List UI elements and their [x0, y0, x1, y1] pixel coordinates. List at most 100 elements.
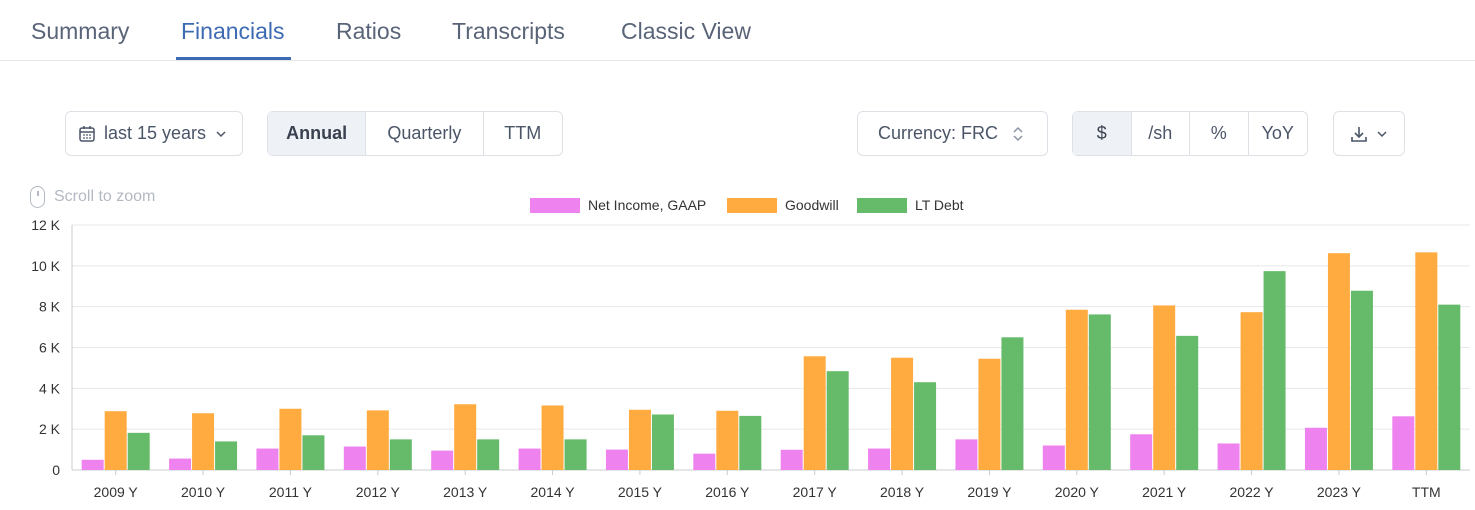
- bar: [104, 411, 127, 470]
- bar: [81, 459, 104, 470]
- x-tick-label: 2023 Y: [1317, 484, 1362, 500]
- period-selector: Annual Quarterly TTM: [267, 111, 563, 156]
- bar: [1065, 309, 1088, 470]
- download-icon: [1351, 126, 1367, 142]
- x-tick-label: 2012 Y: [356, 484, 401, 500]
- bar: [454, 404, 477, 470]
- bar: [914, 382, 937, 470]
- bar: [1304, 427, 1327, 470]
- bar: [868, 448, 891, 470]
- bar: [127, 432, 150, 470]
- bar: [389, 439, 412, 470]
- bar: [1327, 253, 1350, 470]
- x-tick-label: TTM: [1412, 484, 1441, 500]
- currency-label: Currency: FRC: [878, 123, 999, 143]
- tab-summary[interactable]: Summary: [31, 18, 130, 44]
- bar: [1350, 290, 1373, 470]
- currency-selector[interactable]: Currency: FRC: [857, 111, 1048, 156]
- period-ttm-button[interactable]: TTM: [504, 123, 542, 143]
- tab-ratios[interactable]: Ratios: [336, 18, 402, 44]
- bar: [716, 410, 739, 470]
- bar: [1263, 271, 1286, 470]
- bar: [1088, 314, 1111, 470]
- unit-dollar-button[interactable]: $: [1073, 112, 1132, 155]
- y-tick-label: 2 K: [39, 421, 61, 437]
- y-tick-label: 4 K: [39, 380, 61, 396]
- legend-swatch: [727, 198, 777, 213]
- tab-transcripts[interactable]: Transcripts: [452, 18, 565, 44]
- y-tick-label: 12 K: [31, 217, 60, 233]
- bar: [1153, 305, 1176, 470]
- bar: [955, 439, 978, 470]
- chevron-down-icon: [216, 130, 226, 137]
- unit-selector: $ /sh % YoY: [1072, 111, 1308, 156]
- bar: [302, 435, 325, 470]
- date-range-label: last 15 years: [104, 123, 207, 143]
- bar: [1415, 252, 1438, 470]
- period-quarterly-button[interactable]: Quarterly: [366, 112, 484, 155]
- y-tick-label: 0: [52, 462, 60, 478]
- unit-percent-button[interactable]: %: [1190, 112, 1249, 155]
- bar: [978, 358, 1001, 470]
- x-tick-label: 2019 Y: [967, 484, 1012, 500]
- bar: [780, 449, 803, 470]
- tab-bar: Summary Financials Ratios Transcripts Cl…: [0, 0, 1475, 61]
- legend-swatch: [530, 198, 580, 213]
- bar: [279, 408, 302, 470]
- x-tick-label: 2020 Y: [1055, 484, 1100, 500]
- mouse-icon: [30, 186, 45, 208]
- x-tick-label: 2022 Y: [1230, 484, 1275, 500]
- unit-per-share-button[interactable]: /sh: [1132, 112, 1190, 155]
- chevron-down-icon: [1377, 130, 1387, 137]
- bar: [651, 414, 674, 470]
- calendar-icon: [79, 125, 95, 142]
- x-tick-label: 2016 Y: [705, 484, 750, 500]
- bar: [739, 415, 762, 470]
- x-tick-label: 2013 Y: [443, 484, 488, 500]
- zoom-hint: Scroll to zoom: [30, 186, 155, 208]
- bar: [518, 448, 541, 470]
- tab-classic-view[interactable]: Classic View: [621, 18, 751, 44]
- period-annual-button[interactable]: Annual: [268, 112, 367, 155]
- bar: [628, 409, 651, 470]
- bar: [605, 449, 628, 470]
- zoom-hint-text: Scroll to zoom: [54, 188, 156, 205]
- bar: [343, 446, 366, 470]
- bar: [891, 357, 914, 470]
- x-tick-label: 2021 Y: [1142, 484, 1187, 500]
- active-tab-indicator: [176, 57, 291, 60]
- bar: [564, 439, 587, 470]
- tab-financials[interactable]: Financials: [181, 18, 285, 44]
- date-range-dropdown[interactable]: last 15 years: [65, 111, 243, 156]
- bar: [431, 450, 454, 470]
- x-tick-label: 2010 Y: [181, 484, 226, 500]
- unit-yoy-button[interactable]: YoY: [1261, 123, 1294, 143]
- x-tick-label: 2018 Y: [880, 484, 925, 500]
- x-tick-label: 2014 Y: [531, 484, 576, 500]
- bar: [1438, 304, 1461, 470]
- bar: [192, 413, 215, 470]
- download-button[interactable]: [1333, 111, 1405, 156]
- bar: [1217, 443, 1240, 470]
- bar: [1240, 312, 1263, 470]
- legend-swatch: [857, 198, 907, 213]
- bar: [366, 410, 389, 470]
- x-tick-label: 2009 Y: [94, 484, 139, 500]
- bar: [1001, 337, 1024, 470]
- bar: [826, 371, 849, 470]
- y-tick-label: 6 K: [39, 340, 61, 356]
- x-tick-label: 2017 Y: [793, 484, 838, 500]
- sort-arrows-icon: [1013, 126, 1023, 141]
- bar: [477, 439, 500, 470]
- y-tick-label: 10 K: [31, 258, 60, 274]
- bar: [1042, 445, 1065, 470]
- bar: [803, 356, 826, 470]
- legend-label: Goodwill: [785, 197, 839, 213]
- bar: [215, 441, 238, 470]
- bar: [256, 448, 279, 470]
- bar: [541, 405, 564, 470]
- bar: [693, 453, 716, 470]
- legend-label: LT Debt: [915, 197, 964, 213]
- legend-label: Net Income, GAAP: [588, 197, 706, 213]
